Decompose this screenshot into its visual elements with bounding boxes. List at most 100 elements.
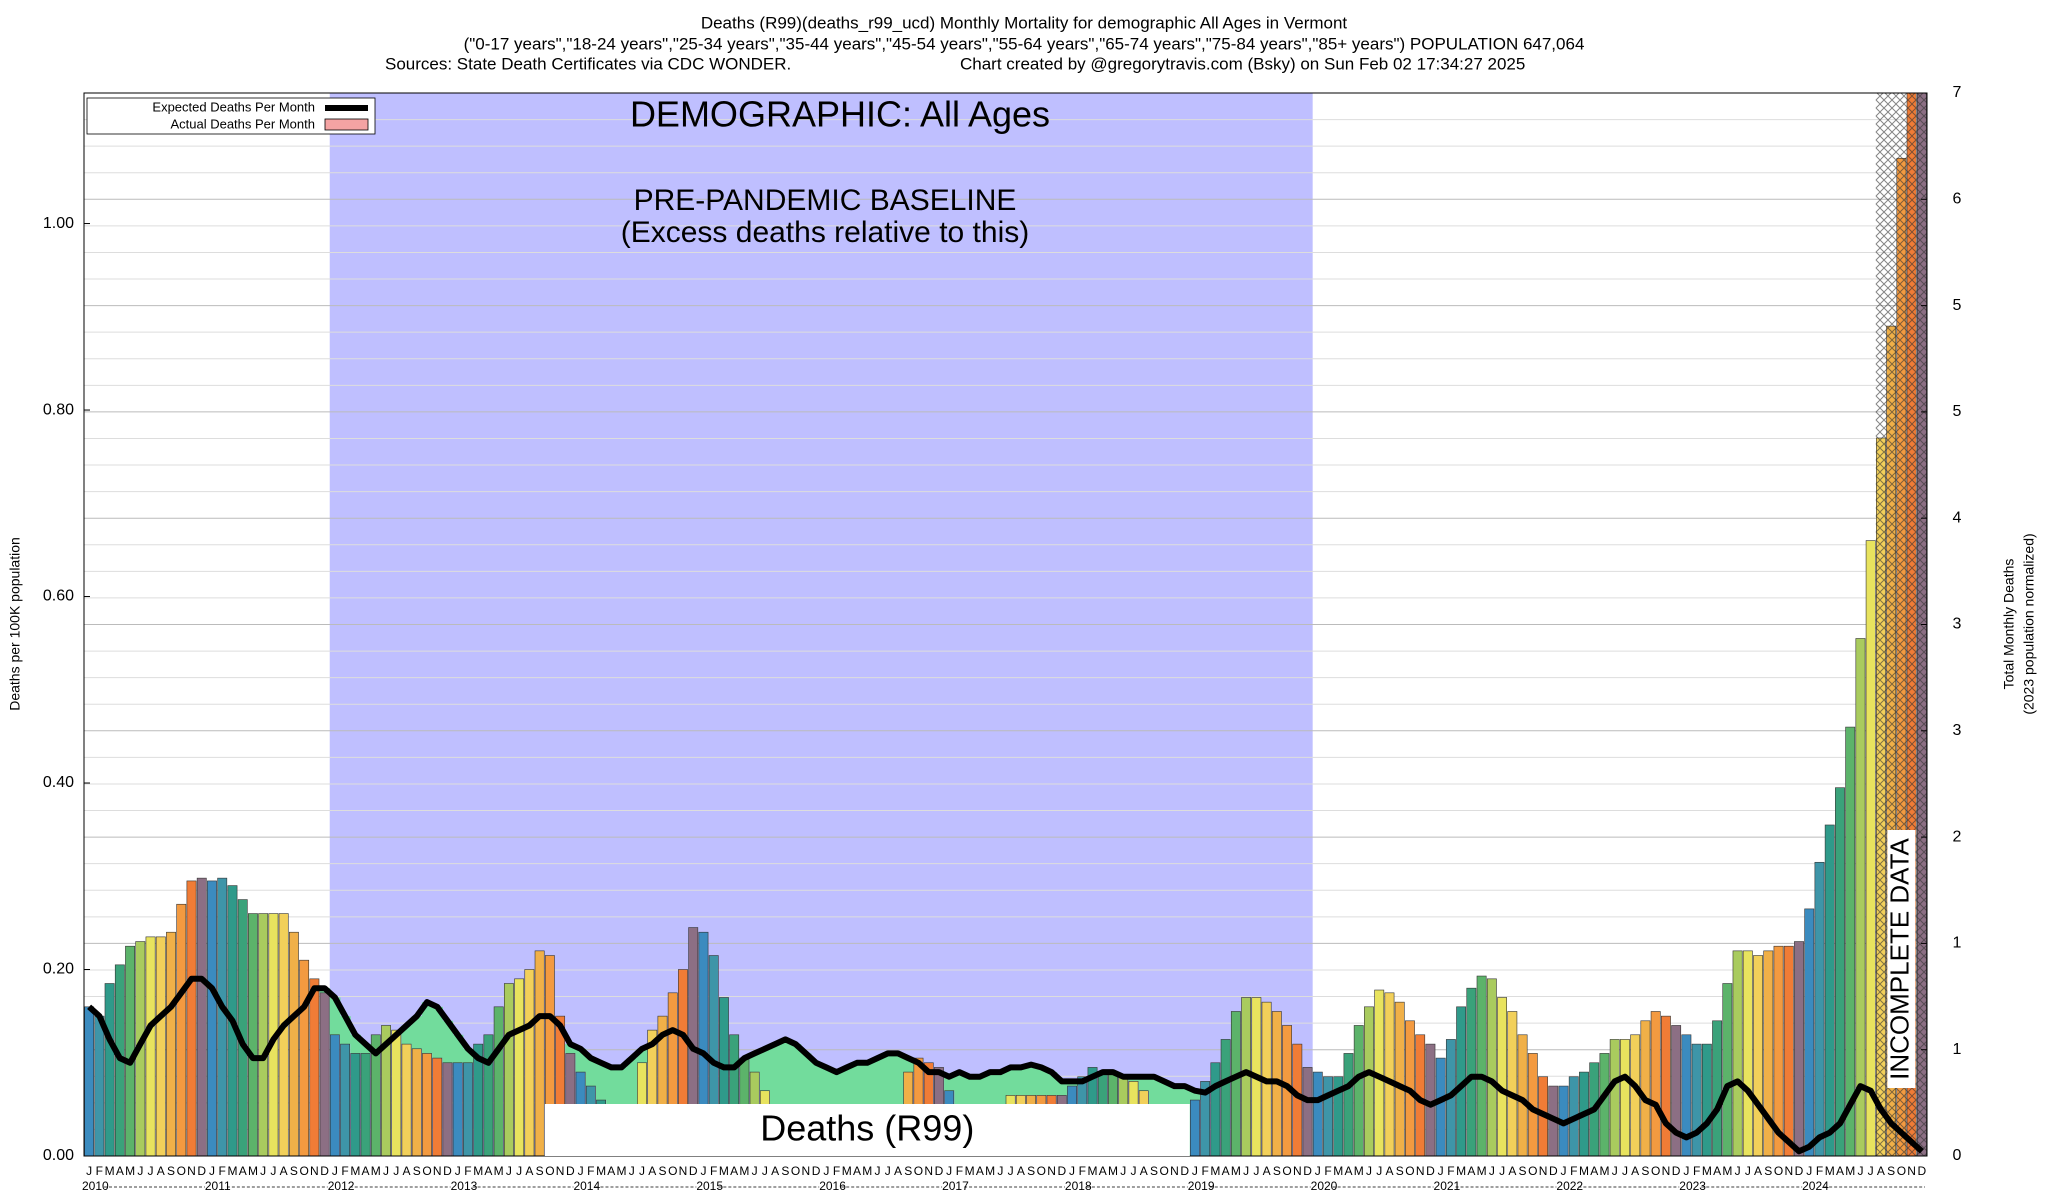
deficit-area [1025, 1064, 1037, 1096]
month-label: M [105, 1164, 115, 1178]
bar [719, 997, 729, 1156]
bar [1230, 1011, 1241, 1156]
y2-tick-label: 5 [1953, 403, 1962, 420]
month-label: S [167, 1164, 175, 1178]
month-label: J [1008, 1164, 1014, 1178]
month-label: M [1456, 1164, 1466, 1178]
deficit-area [595, 1062, 607, 1101]
month-label: A [730, 1164, 738, 1178]
bar [1507, 1011, 1518, 1156]
month-label: F [1447, 1164, 1454, 1178]
month-label: D [935, 1164, 944, 1178]
year-label: 2023 [1679, 1179, 1706, 1193]
bar [176, 903, 187, 1156]
deficit-area [360, 1044, 372, 1054]
month-label: A [403, 1164, 411, 1178]
bar [1220, 1039, 1231, 1156]
bar [1650, 1011, 1661, 1156]
demographic-label: DEMOGRAPHIC: All Ages [630, 94, 1050, 135]
month-label: F [833, 1164, 840, 1178]
month-label: M [1210, 1164, 1220, 1178]
year-label: 2012 [328, 1179, 355, 1193]
month-label: M [1722, 1164, 1732, 1178]
month-label: A [648, 1164, 656, 1178]
month-label: M [473, 1164, 483, 1178]
y-tick-label: 0.20 [43, 961, 74, 978]
month-label: A [1099, 1164, 1107, 1178]
credit: Chart created by @gregorytravis.com (Bsk… [960, 54, 1525, 73]
month-label: M [1333, 1164, 1343, 1178]
y2-tick-label: 2 [1953, 828, 1962, 845]
month-label: A [1222, 1164, 1230, 1178]
deficit-area [903, 1058, 914, 1073]
month-label: S [904, 1164, 912, 1178]
y2-tick-label: 1 [1953, 1041, 1962, 1058]
month-label: J [506, 1164, 512, 1178]
month-label: M [494, 1164, 504, 1178]
bar [1353, 1025, 1364, 1156]
bar [104, 983, 115, 1156]
y-tick-label: 1.00 [43, 215, 74, 232]
sources: Sources: State Death Certificates via CD… [385, 54, 791, 73]
bar [145, 936, 156, 1156]
month-label: M [985, 1164, 995, 1178]
year-label: 2020 [1311, 1179, 1338, 1193]
deficit-area [432, 1006, 443, 1059]
bar [391, 1029, 402, 1156]
month-label: M [248, 1164, 258, 1178]
month-label: J [997, 1164, 1003, 1178]
bar [657, 1015, 668, 1156]
month-label: M [842, 1164, 852, 1178]
expected-line [87, 975, 1924, 1155]
y2-tick-label: 3 [1953, 722, 1962, 739]
deficit-area [1005, 1067, 1017, 1096]
month-label: F [1816, 1164, 1823, 1178]
month-label: D [197, 1164, 206, 1178]
deficit-area [749, 1053, 761, 1073]
month-label: F [341, 1164, 348, 1178]
bar [1364, 1006, 1374, 1156]
month-label: F [464, 1164, 471, 1178]
month-label: A [484, 1164, 492, 1178]
bar [1773, 945, 1784, 1156]
month-label: J [578, 1164, 584, 1178]
y2-tick-label: 3 [1953, 616, 1962, 633]
month-label: F [96, 1164, 103, 1178]
bar [1712, 1020, 1723, 1156]
y2-tick-label: 7 [1953, 84, 1962, 101]
bar [319, 992, 330, 1156]
bar [1783, 945, 1794, 1156]
month-label: O [1528, 1164, 1537, 1178]
month-label: J [1622, 1164, 1628, 1178]
month-label: O [1160, 1164, 1169, 1178]
month-label: F [710, 1164, 717, 1178]
legend-label: Actual Deaths Per Month [170, 116, 315, 131]
month-label: O [1282, 1164, 1291, 1178]
month-label: S [413, 1164, 421, 1178]
month-label: O [545, 1164, 554, 1178]
bar [155, 936, 166, 1156]
year-label: 2021 [1434, 1179, 1461, 1193]
bar [84, 1006, 95, 1156]
month-label: D [1672, 1164, 1681, 1178]
month-label: N [679, 1164, 688, 1178]
bar [248, 913, 258, 1156]
bar [258, 913, 269, 1156]
month-label: J [1499, 1164, 1505, 1178]
month-label: A [607, 1164, 615, 1178]
incomplete-label: INCOMPLETE DATA [1884, 837, 1914, 1079]
month-label: D [1426, 1164, 1435, 1178]
month-label: S [536, 1164, 544, 1178]
deficit-area [616, 1067, 628, 1115]
month-label: F [219, 1164, 226, 1178]
month-label: M [1477, 1164, 1487, 1178]
month-label: N [802, 1164, 811, 1178]
month-label: N [433, 1164, 442, 1178]
month-label: M [1599, 1164, 1609, 1178]
y-tick-label: 0.00 [43, 1147, 74, 1164]
deficit-area [339, 1016, 351, 1045]
month-label: O [1897, 1164, 1906, 1178]
bar [370, 1034, 381, 1156]
month-label: J [1253, 1164, 1259, 1178]
